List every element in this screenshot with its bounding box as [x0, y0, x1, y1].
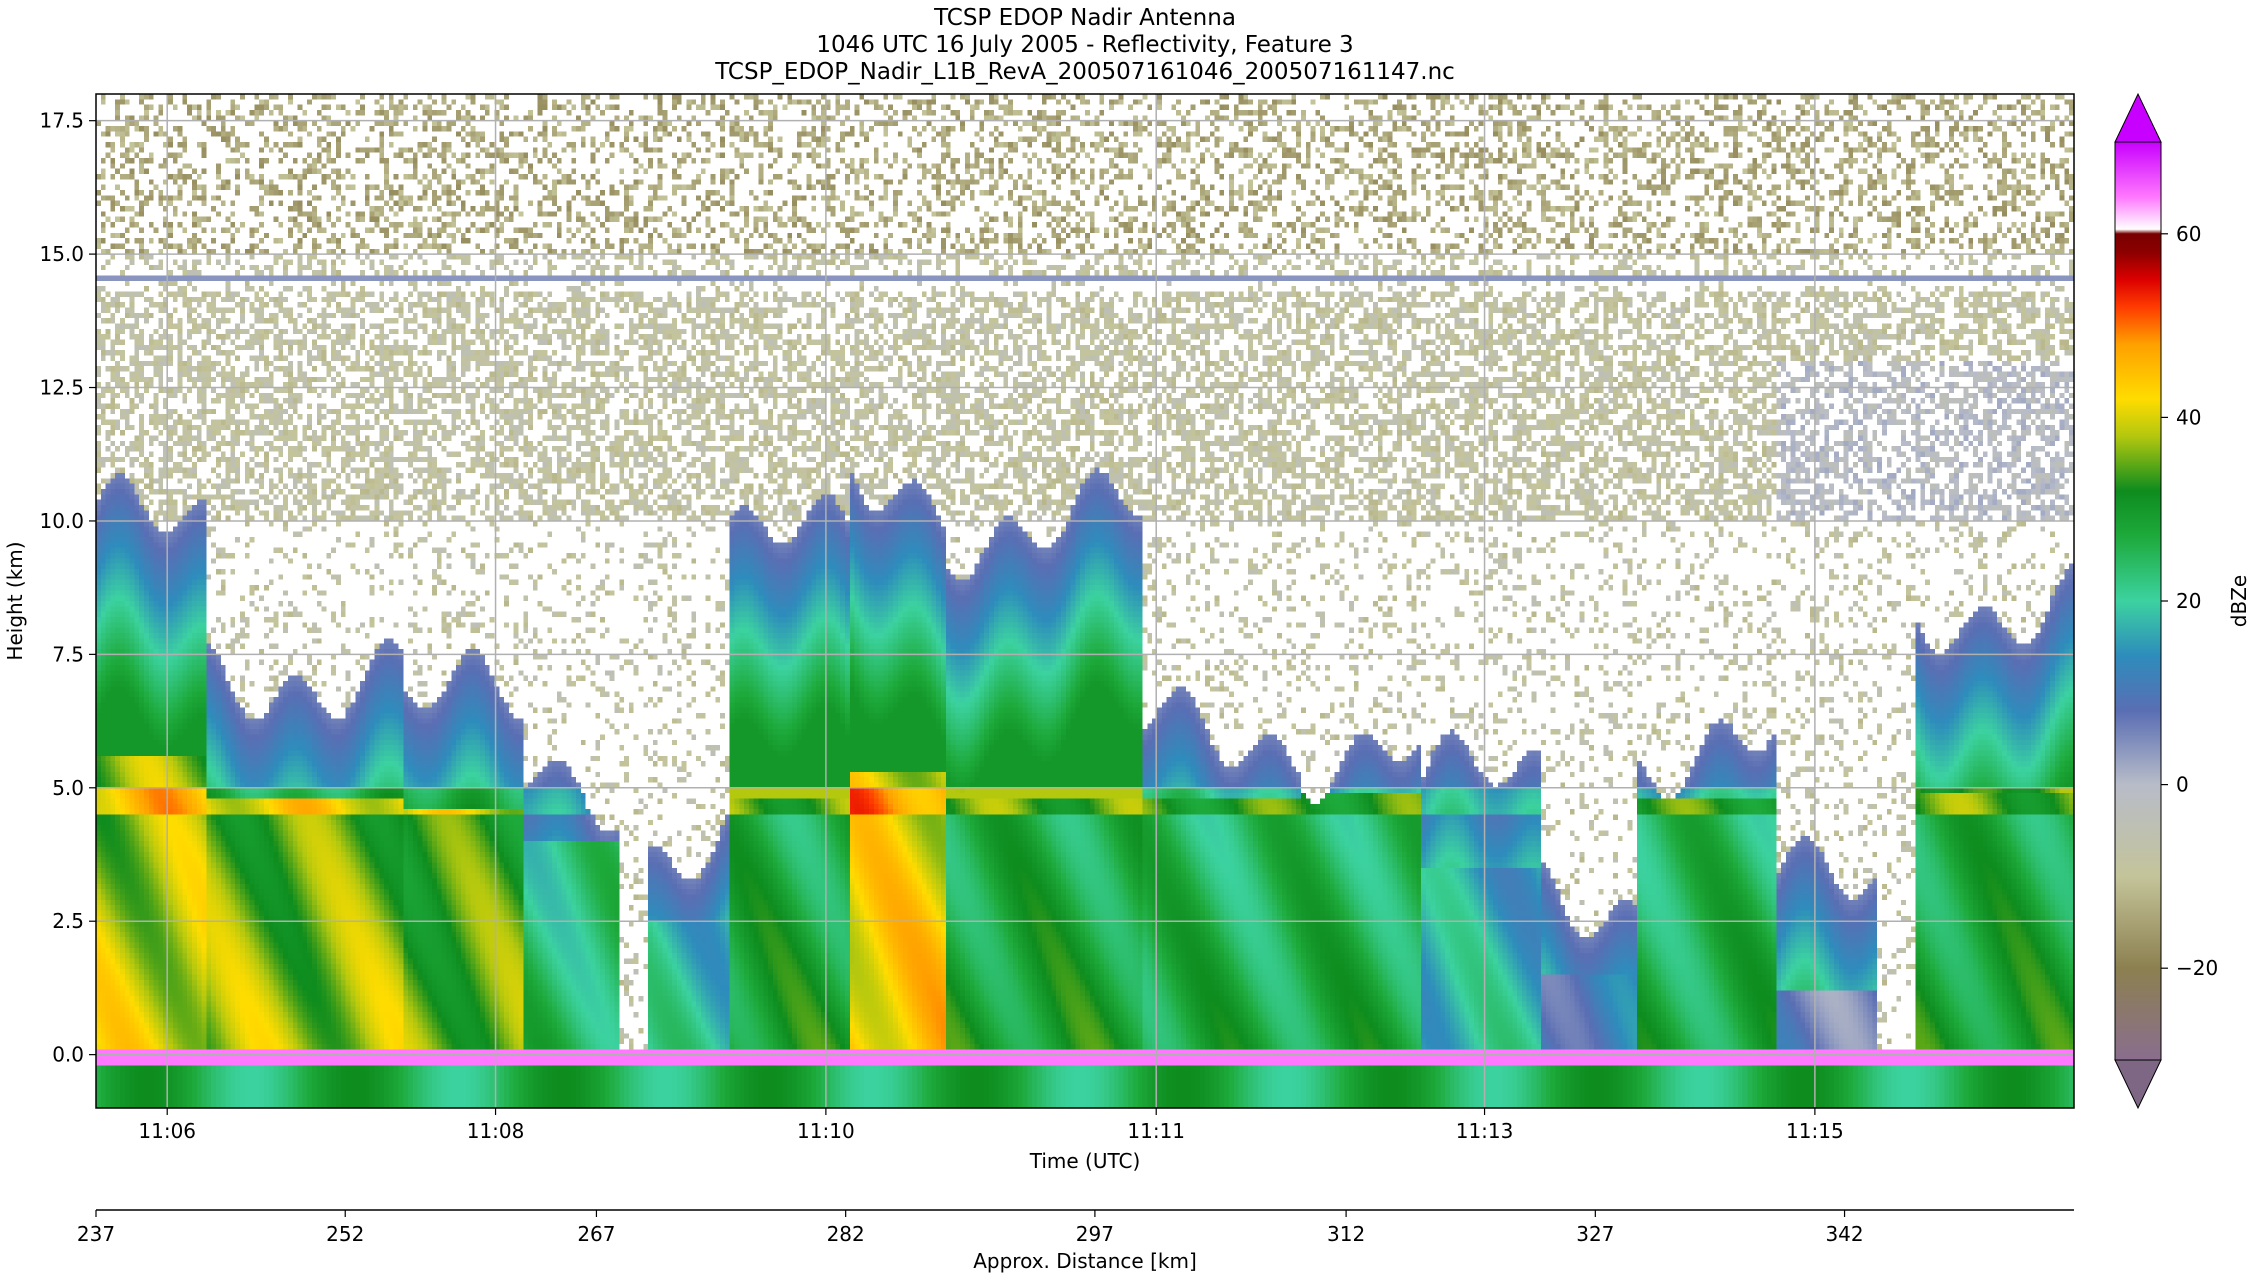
y-tick-label: 0.0 [52, 1043, 84, 1067]
y-tick-label: 7.5 [52, 642, 84, 666]
colorbar-body [2114, 141, 2162, 1061]
y-tick-label: 17.5 [39, 109, 84, 133]
colorbar-tick-label: 60 [2176, 222, 2201, 246]
distance-tick-label: 237 [77, 1222, 115, 1246]
colorbar-label: dBZe [2227, 575, 2250, 627]
colorbar-min-extension [2114, 1059, 2162, 1110]
y-tick-label: 10.0 [39, 509, 84, 533]
chart-title-line-1: TCSP EDOP Nadir Antenna [933, 5, 1236, 31]
chart-title-line-3: TCSP_EDOP_Nadir_L1B_RevA_200507161046_20… [714, 59, 1455, 85]
distance-tick-label: 252 [326, 1222, 364, 1246]
plot-frame [95, 93, 2075, 1109]
distance-axis: 237 252 267 282 297 312 327 342 [77, 1209, 2074, 1246]
chart-title-line-2: 1046 UTC 16 July 2005 - Reflectivity, Fe… [816, 32, 1353, 58]
reflectivity-heatmap [96, 94, 2074, 1108]
colorbar-tick-label: 20 [2176, 589, 2201, 613]
y-tick-label: 2.5 [52, 909, 84, 933]
x-tick-label: 11:13 [1456, 1119, 1514, 1143]
x-tick-label: 11:15 [1786, 1119, 1844, 1143]
distance-tick-label: 282 [827, 1222, 865, 1246]
colorbar-tick-label: 0 [2176, 773, 2189, 797]
distance-tick-label: 267 [577, 1222, 615, 1246]
y-tick-label: 5.0 [52, 776, 84, 800]
colorbar-tick-label: 40 [2176, 405, 2201, 429]
colorbar-tick-label: −20 [2176, 956, 2218, 980]
y-tick-label: 15.0 [39, 242, 84, 266]
y-tick-label: 12.5 [39, 376, 84, 400]
plot-area: 0.02.55.07.510.012.515.017.5 11:06 11:08 1… [39, 93, 2075, 1143]
distance-tick-label: 327 [1576, 1222, 1614, 1246]
colorbar: −20 0 20 40 60 [2114, 92, 2218, 1110]
x-tick-label: 11:10 [797, 1119, 855, 1143]
distance-tick-label: 297 [1076, 1222, 1114, 1246]
x-axis-ticks: 11:06 11:08 11:10 11:11 11:13 11:15 [138, 1108, 1844, 1143]
reflectivity-field-image [96, 94, 2074, 1108]
distance-tick-label: 312 [1327, 1222, 1365, 1246]
distance-tick-label: 342 [1825, 1222, 1863, 1246]
x-tick-label: 11:11 [1127, 1119, 1185, 1143]
colorbar-max-extension [2114, 92, 2162, 143]
distance-axis-label: Approx. Distance [km] [973, 1249, 1197, 1273]
x-tick-label: 11:08 [467, 1119, 525, 1143]
y-axis-label: Height (km) [3, 541, 27, 660]
y-axis-ticks: 0.0 2.5 5.0 7.5 10.0 12.5 15.0 17.5 [39, 109, 96, 1067]
x-axis-label: Time (UTC) [1029, 1149, 1141, 1173]
grid-lines [96, 94, 2074, 1108]
colorbar-ticks: −20 0 20 40 60 [2161, 222, 2218, 980]
x-tick-label: 11:06 [138, 1119, 196, 1143]
